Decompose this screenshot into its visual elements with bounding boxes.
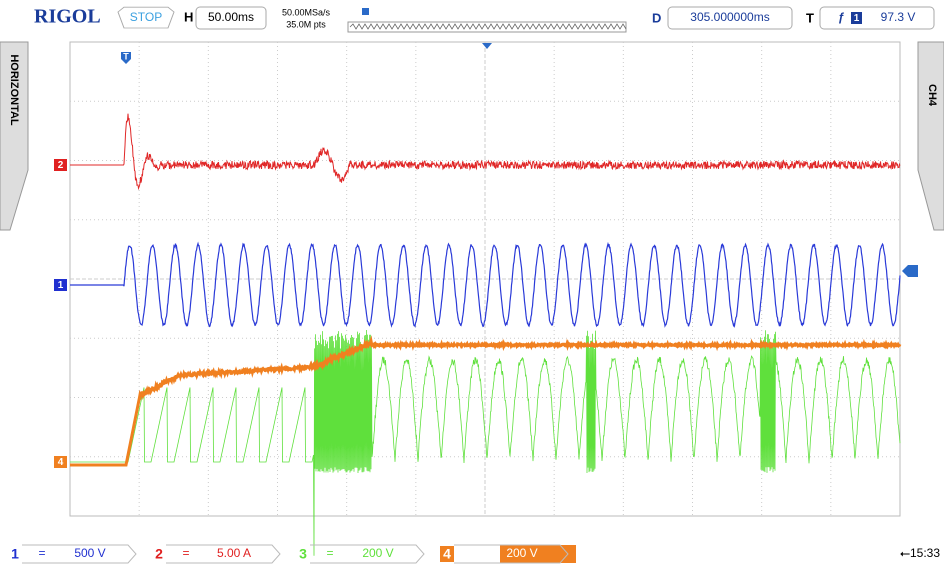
background <box>0 0 944 566</box>
timebase-label: H <box>184 9 193 24</box>
delay[interactable]: 305.000000ms <box>690 10 769 24</box>
trigger-level[interactable]: 97.3 V <box>881 10 916 24</box>
ch1-marker-label: 1 <box>58 280 64 291</box>
channel-number[interactable]: 3 <box>299 546 307 562</box>
usb-icon: ⭠ <box>900 545 910 560</box>
clock: 15:33 <box>910 546 940 560</box>
right-tab-label[interactable]: CH4 <box>926 84 938 107</box>
channel-scale[interactable]: 200 V <box>506 546 537 560</box>
ch4-marker-label: 4 <box>58 457 64 468</box>
channel-scale[interactable]: 5.00 A <box>217 546 251 560</box>
ch2-marker-label: 2 <box>58 160 64 171</box>
channel-number[interactable]: 1 <box>11 546 19 562</box>
trigger-slope: ƒ <box>838 10 845 24</box>
channel-scale[interactable]: 200 V <box>362 546 393 560</box>
delay-label: D <box>652 10 661 25</box>
memory-trigger-icon <box>362 8 369 15</box>
scope-screen: RIGOL STOP H 50.00ms 50.00MSa/s 35.0M pt… <box>0 0 944 566</box>
channel-coupling: = <box>470 546 477 560</box>
channel-coupling: = <box>38 546 45 560</box>
left-tab-label[interactable]: HORIZONTAL <box>8 54 20 126</box>
timebase[interactable]: 50.00ms <box>208 10 254 24</box>
sample-rate: 50.00MSa/s <box>282 7 331 17</box>
channel-coupling: = <box>326 546 333 560</box>
run-state[interactable]: STOP <box>130 10 162 24</box>
channel-scale[interactable]: 500 V <box>74 546 105 560</box>
memory-depth: 35.0M pts <box>286 19 326 29</box>
trigger-source: 1 <box>854 13 860 24</box>
channel-number[interactable]: 2 <box>155 546 163 562</box>
trigger-marker-label: T <box>123 51 129 61</box>
channel-coupling: = <box>182 546 189 560</box>
trigger-label: T <box>806 10 814 25</box>
brand: RIGOL <box>34 6 101 28</box>
channel-number[interactable]: 4 <box>443 546 451 562</box>
